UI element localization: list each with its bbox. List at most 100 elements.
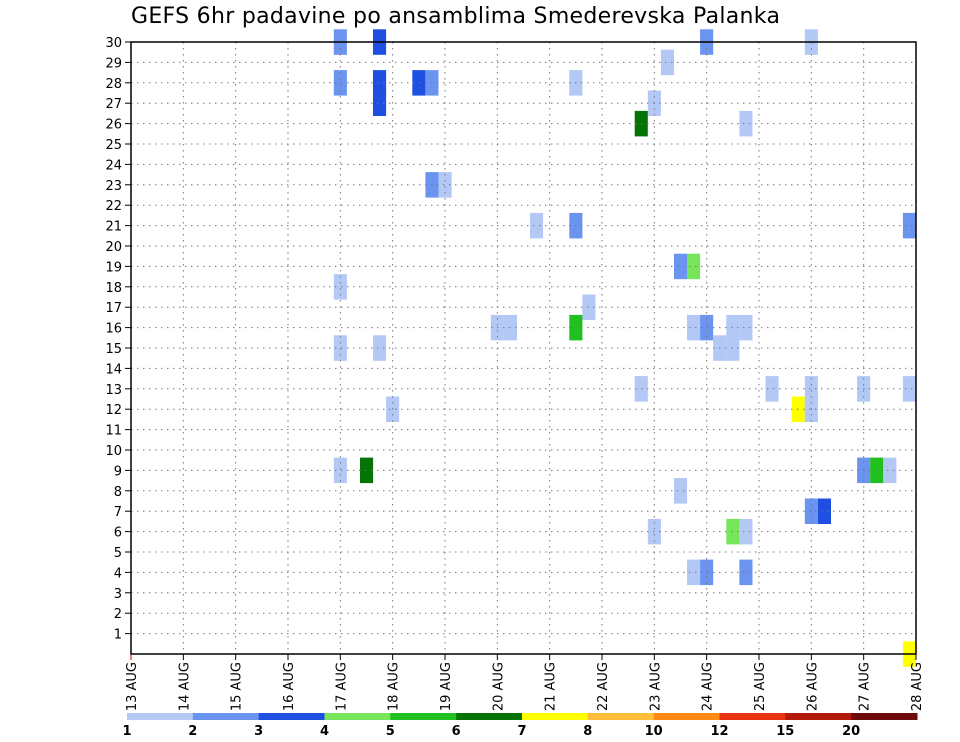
y-axis-ticks: 1234567891011121314151617181920212223242…: [105, 36, 131, 643]
x-tick-label: 16 AUG: [282, 662, 297, 711]
y-tick-label: 7: [114, 505, 122, 520]
y-tick-label: 1: [114, 628, 122, 643]
legend-label: 3: [254, 724, 263, 739]
legend-label: 2: [188, 724, 197, 739]
heatmap-cell: [674, 253, 688, 280]
heatmap-cell: [700, 314, 714, 341]
heatmap-cell: [530, 212, 544, 239]
legend-swatch: [653, 713, 720, 720]
x-tick-label: 13 AUG: [125, 662, 140, 711]
legend-label: 4: [320, 724, 329, 739]
x-tick-label: 17 AUG: [334, 662, 349, 711]
heatmap-cell: [660, 49, 674, 76]
legend-swatch: [258, 713, 325, 720]
legend-label: 6: [452, 724, 461, 739]
plot-frame: [130, 41, 917, 655]
heatmap-cell: [726, 518, 740, 545]
legend-swatch: [522, 713, 589, 720]
heatmap-cell: [817, 498, 831, 524]
legend-swatch: [851, 713, 918, 720]
heatmap-cell: [333, 457, 347, 484]
heatmap-cell: [902, 212, 916, 239]
legend-swatch: [587, 713, 655, 720]
y-tick-label: 12: [105, 403, 122, 418]
x-tick-label: 14 AUG: [177, 662, 192, 711]
heatmap-cell: [687, 253, 701, 280]
y-tick-label: 22: [105, 199, 122, 214]
legend-swatch: [719, 713, 786, 720]
heatmap-cell: [739, 559, 753, 586]
heatmap-cell: [412, 70, 426, 96]
legend-swatch: [192, 713, 260, 720]
legend-label: 5: [386, 724, 395, 739]
heatmap-cell: [674, 478, 688, 504]
y-tick-label: 16: [105, 322, 122, 337]
chart-title: GEFS 6hr padavine po ansamblima Smederev…: [131, 4, 781, 29]
legend-swatch: [456, 713, 523, 720]
heatmap-cell: [687, 314, 701, 341]
legend-label: 1: [122, 724, 131, 739]
y-tick-label: 18: [105, 281, 122, 296]
y-tick-label: 14: [105, 362, 122, 377]
legend-label: 7: [517, 724, 526, 739]
heatmap-cell: [726, 314, 740, 341]
x-axis-ticks: 13 AUG 14 AUG 15 AUG 16 AUG 17 AUG 18 AUG 19 A…: [125, 654, 925, 711]
y-tick-label: 2: [114, 607, 122, 622]
legend-swatch: [390, 713, 457, 720]
legend-label: 15: [776, 724, 794, 739]
y-tick-label: 3: [114, 587, 122, 602]
y-tick-label: 11: [105, 424, 122, 439]
y-tick-label: 13: [105, 383, 122, 398]
x-tick-label: 25 AUG: [753, 662, 768, 711]
heatmap-cell: [870, 457, 884, 484]
y-tick-label: 24: [105, 158, 122, 173]
x-tick-label: 15 AUG: [230, 662, 245, 711]
y-tick-label: 5: [114, 546, 122, 561]
y-tick-label: 15: [105, 342, 122, 357]
y-tick-label: 29: [105, 56, 122, 71]
heatmap-cell: [804, 376, 818, 402]
heatmap-cell: [373, 335, 387, 361]
y-tick-label: 20: [105, 240, 122, 255]
heatmap-cell: [333, 274, 347, 300]
heatmap-cell: [438, 172, 452, 198]
heatmap-cell: [883, 457, 897, 484]
x-tick-label: 26 AUG: [805, 662, 820, 711]
y-tick-label: 30: [105, 36, 122, 51]
y-tick-label: 8: [114, 485, 122, 500]
heatmap-cell: [739, 110, 753, 137]
y-tick-label: 23: [105, 179, 122, 194]
heatmap-cell: [687, 559, 701, 586]
legend-label: 10: [645, 724, 663, 739]
y-tick-label: 28: [105, 77, 122, 92]
legend-swatch: [785, 713, 852, 720]
heatmap-cell: [765, 376, 779, 402]
y-tick-label: 19: [105, 260, 122, 275]
heatmap-cell: [360, 457, 374, 484]
x-tick-label: 21 AUG: [544, 662, 559, 711]
x-tick-label: 22 AUG: [596, 662, 611, 711]
y-tick-label: 9: [114, 464, 122, 479]
y-tick-label: 26: [105, 118, 122, 133]
y-tick-label: 17: [105, 301, 122, 316]
grid-lines: [131, 42, 916, 654]
heatmap-cell: [700, 559, 714, 586]
heatmap-cell: [333, 70, 347, 96]
heatmap-cells: [333, 29, 916, 667]
heatmap-cell: [902, 376, 916, 402]
heatmap-cell: [373, 70, 387, 96]
x-tick-label: 20 AUG: [491, 662, 506, 711]
heatmap-cell: [726, 335, 740, 361]
y-tick-label: 21: [105, 220, 122, 235]
x-tick-label: 24 AUG: [701, 662, 716, 711]
legend-swatch: [127, 713, 194, 720]
heatmap-cell: [739, 314, 753, 341]
heatmap-cell: [373, 90, 387, 116]
y-tick-label: 25: [105, 138, 122, 153]
y-tick-label: 27: [105, 97, 122, 112]
x-tick-label: 18 AUG: [387, 662, 402, 711]
y-tick-label: 4: [114, 566, 122, 581]
heatmap-cell: [582, 294, 596, 320]
x-tick-label: 23 AUG: [648, 662, 663, 711]
